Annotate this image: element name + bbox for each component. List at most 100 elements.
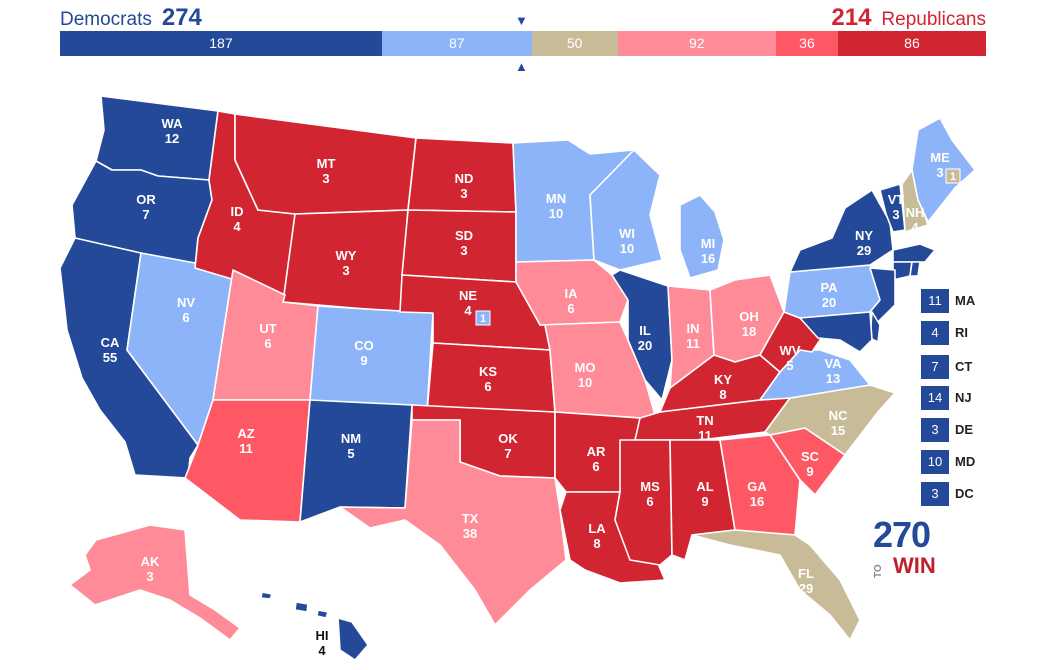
state-ev-IL: 20	[638, 338, 652, 353]
state-ev-ND: 3	[460, 186, 467, 201]
district-badge-value-NE: 1	[480, 313, 486, 325]
state-AK[interactable]	[69, 524, 241, 641]
state-ev-WA: 12	[165, 131, 179, 146]
small-state-ev[interactable]: 11	[921, 289, 949, 313]
small-state-label: CT	[955, 359, 973, 374]
state-label-IN: IN	[687, 321, 700, 336]
state-MD[interactable]	[799, 311, 873, 353]
small-state-ev[interactable]: 14	[921, 386, 949, 410]
state-label-AZ: AZ	[237, 426, 254, 441]
state-label-TX: TX	[462, 511, 479, 526]
small-state-DC[interactable]: 3 DC	[921, 482, 1011, 506]
state-ev-ID: 4	[233, 219, 241, 234]
state-ME[interactable]	[911, 117, 976, 223]
state-MA[interactable]	[892, 243, 936, 263]
state-ev-OK: 7	[504, 446, 511, 461]
bar-segment-likely-d[interactable]: 87	[381, 31, 532, 56]
state-ev-NY: 29	[857, 243, 871, 258]
state-label-VA: VA	[824, 356, 842, 371]
state-ev-TX: 38	[463, 526, 477, 541]
small-state-ev[interactable]: 3	[921, 482, 949, 506]
state-ev-NM: 5	[347, 446, 354, 461]
270-marker-top-icon: ▼	[515, 13, 528, 28]
state-ev-UT: 6	[264, 336, 271, 351]
state-label-MI: MI	[701, 236, 715, 251]
state-ev-NC: 15	[831, 423, 845, 438]
small-state-label: DE	[955, 422, 974, 437]
small-state-label: MD	[955, 454, 976, 469]
state-ev-HI: 4	[318, 643, 326, 658]
state-SD[interactable]	[401, 209, 517, 283]
bar-segment-tossup[interactable]: 50	[531, 31, 618, 56]
state-label-SD: SD	[455, 228, 473, 243]
bar-segment-safe-d[interactable]: 187	[60, 31, 382, 56]
state-label-ND: ND	[455, 171, 474, 186]
small-state-label: MA	[955, 293, 976, 308]
bar-segment-leans-r[interactable]: 92	[617, 31, 776, 56]
small-state-ev[interactable]: 7	[921, 355, 949, 379]
small-state-MD[interactable]: 10 MD	[921, 450, 1011, 474]
small-state-MA[interactable]: 11 MA	[921, 289, 1011, 313]
state-label-LA: LA	[588, 521, 606, 536]
state-label-KY: KY	[714, 372, 732, 387]
state-ev-WI: 10	[620, 241, 634, 256]
state-label-IA: IA	[565, 286, 579, 301]
state-label-AL: AL	[696, 479, 713, 494]
270towin-logo[interactable]: 270 TO WIN	[873, 516, 943, 586]
state-ev-MN: 10	[549, 206, 563, 221]
state-MI[interactable]	[679, 194, 725, 279]
small-state-ev[interactable]: 4	[921, 321, 949, 345]
state-WA[interactable]	[95, 95, 219, 181]
state-label-WA: WA	[162, 116, 184, 131]
state-ev-TN: 11	[698, 428, 712, 443]
state-label-ME: ME	[930, 150, 950, 165]
state-IA[interactable]	[515, 259, 629, 326]
state-ev-MO: 10	[578, 375, 592, 390]
small-state-ev[interactable]: 3	[921, 418, 949, 442]
bar-segment-likely-r[interactable]: 36	[775, 31, 838, 56]
democrats-label: Democrats	[60, 9, 152, 30]
state-label-CA: CA	[101, 335, 120, 350]
state-HI[interactable]	[260, 591, 369, 661]
small-state-ev[interactable]: 10	[921, 450, 949, 474]
state-ev-MI: 16	[701, 251, 715, 266]
bar-segment-safe-r[interactable]: 86	[837, 31, 986, 56]
state-ev-LA: 8	[593, 536, 600, 551]
electoral-summary-bar: 187 87 50 92 36 86	[60, 31, 986, 56]
state-ev-NE: 4	[464, 303, 472, 318]
state-RI[interactable]	[909, 261, 921, 277]
state-CO[interactable]	[309, 305, 434, 413]
state-WI[interactable]	[589, 149, 663, 271]
state-ev-NV: 6	[182, 310, 189, 325]
small-state-CT[interactable]: 7 CT	[921, 355, 1011, 379]
state-ev-AK: 3	[146, 569, 153, 584]
state-GA[interactable]	[719, 434, 801, 536]
state-FL[interactable]	[691, 529, 861, 641]
state-label-NE: NE	[459, 288, 477, 303]
small-state-DE[interactable]: 3 DE	[921, 418, 1011, 442]
small-state-RI[interactable]: 4 RI	[921, 321, 1011, 345]
small-state-label: DC	[955, 486, 974, 501]
state-VT[interactable]	[879, 183, 906, 233]
small-state-label: RI	[955, 325, 968, 340]
state-NY[interactable]	[789, 189, 894, 273]
state-label-GA: GA	[747, 479, 767, 494]
state-ev-OR: 7	[142, 207, 149, 222]
state-ev-ME: 3	[936, 165, 943, 180]
district-badge-NE[interactable]	[475, 310, 491, 326]
republicans-total-header: 214 Republicans	[831, 4, 986, 32]
state-label-WV: WV	[780, 343, 801, 358]
state-label-NH: NH	[906, 205, 925, 220]
state-ev-GA: 16	[750, 494, 764, 509]
small-state-label: NJ	[955, 390, 972, 405]
district-badge-ME[interactable]	[945, 168, 961, 184]
state-CT[interactable]	[892, 261, 913, 281]
state-label-ID: ID	[231, 204, 244, 219]
state-label-KS: KS	[479, 364, 497, 379]
state-ev-VT: 3	[892, 207, 899, 222]
state-TX[interactable]	[339, 419, 567, 626]
state-ev-SC: 9	[806, 464, 813, 479]
state-NM[interactable]	[299, 399, 413, 523]
state-label-MS: MS	[640, 479, 660, 494]
small-state-NJ[interactable]: 14 NJ	[921, 386, 1011, 410]
